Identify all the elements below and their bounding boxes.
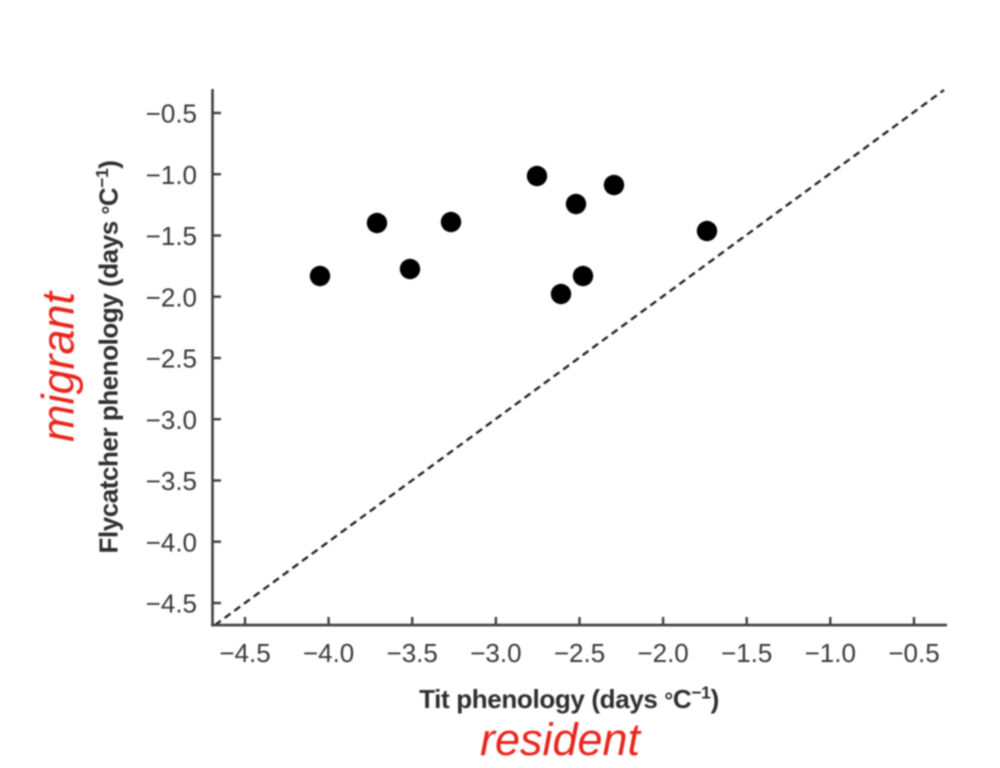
svg-text:−0.5: −0.5: [146, 99, 197, 129]
svg-text:−4.0: −4.0: [303, 638, 354, 668]
svg-text:−1.5: −1.5: [721, 638, 772, 668]
svg-text:−1.0: −1.0: [805, 638, 856, 668]
svg-text:−2.0: −2.0: [637, 638, 688, 668]
svg-text:migrant: migrant: [33, 289, 84, 442]
svg-text:−2.5: −2.5: [146, 344, 197, 374]
svg-text:−2.5: −2.5: [554, 638, 605, 668]
svg-text:−3.5: −3.5: [146, 466, 197, 496]
svg-text:−4.5: −4.5: [219, 638, 270, 668]
svg-text:−1.5: −1.5: [146, 221, 197, 251]
svg-text:Flycatcher phenology (days °C−: Flycatcher phenology (days °C−1): [92, 161, 124, 554]
svg-text:−3.5: −3.5: [387, 638, 438, 668]
svg-text:resident: resident: [480, 714, 643, 765]
svg-text:−3.0: −3.0: [146, 405, 197, 435]
svg-text:−4.5: −4.5: [146, 589, 197, 619]
svg-text:−4.0: −4.0: [146, 527, 197, 557]
svg-text:−2.0: −2.0: [146, 282, 197, 312]
svg-text:−0.5: −0.5: [888, 638, 939, 668]
svg-text:Tit phenology (days °C−1): Tit phenology (days °C−1): [419, 683, 719, 715]
svg-text:−1.0: −1.0: [146, 160, 197, 190]
svg-text:−3.0: −3.0: [470, 638, 521, 668]
